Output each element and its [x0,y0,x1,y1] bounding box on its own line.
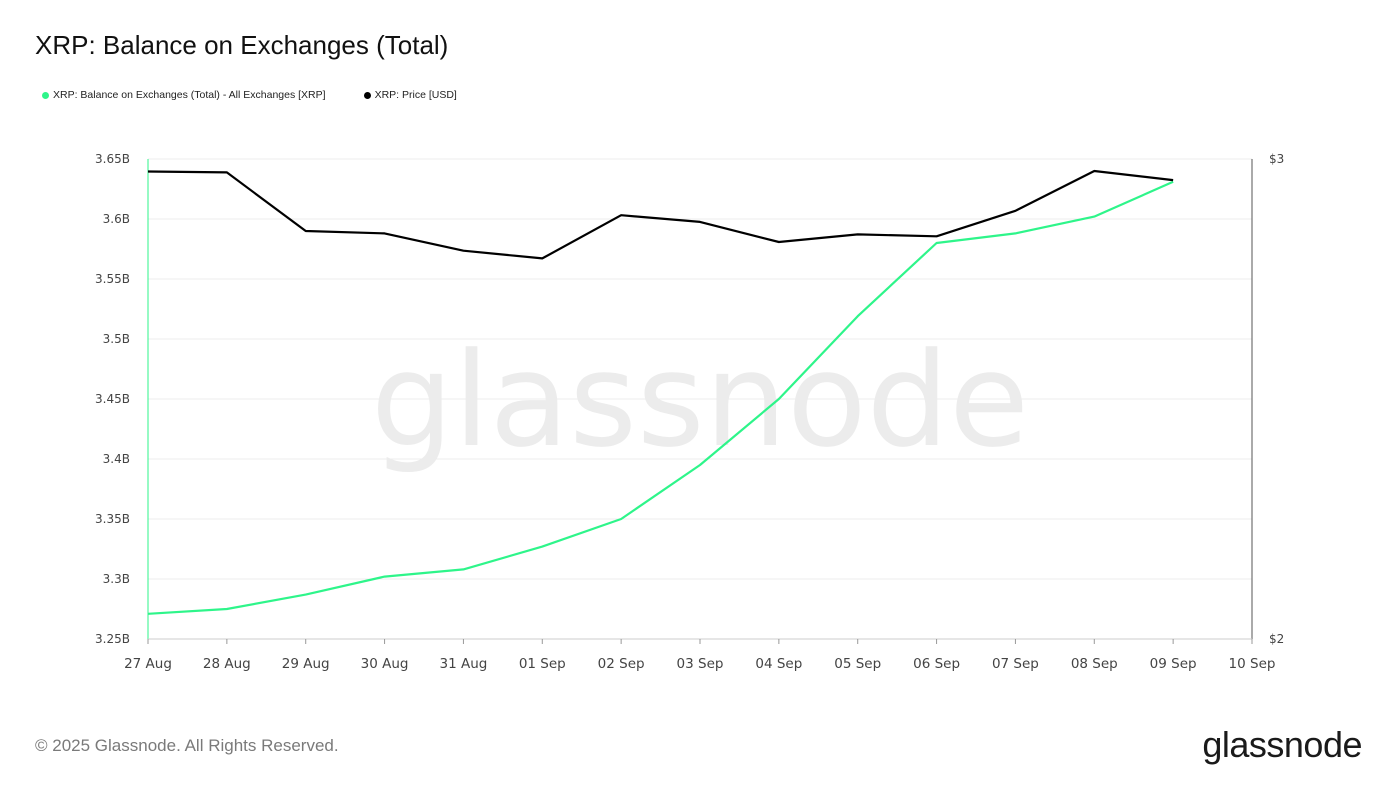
series-line-price [147,169,1174,260]
legend-item-price[interactable]: XRP: Price [USD] [363,89,457,101]
y-left-tick-label: 3.6B [103,212,130,226]
series-line-balance [147,180,1174,615]
legend-item-balance[interactable]: XRP: Balance on Exchanges (Total) - All … [42,89,326,101]
y-right-tick-label: $3 [1269,152,1284,166]
chart-title: XRP: Balance on Exchanges (Total) [35,30,449,60]
y-left-tick-label: 3.5B [103,332,130,346]
x-tick-label: 29 Aug [282,656,330,672]
chart-plot: glassnode 3.25B 3.3B 3.35B 3.4B 3.45B 3.5B 3.55… [95,152,1284,672]
glassnode-logo[interactable]: glassnode [1202,724,1362,765]
y-left-tick-label: 3.65B [95,152,130,166]
y-left-tick-label: 3.3B [103,572,130,586]
legend-dot-balance [42,91,49,99]
x-tick-label: 09 Sep [1150,656,1197,672]
x-tick-label: 08 Sep [1071,656,1118,672]
y-left-tick-label: 3.45B [95,392,130,406]
y-left-tick-label: 3.35B [95,512,130,526]
x-tick-label: 04 Sep [755,656,802,672]
y-left-tick-label: 3.4B [103,452,130,466]
x-tick-label: 02 Sep [598,656,645,672]
x-tick-label: 31 Aug [440,656,488,672]
x-tick-label: 28 Aug [203,656,251,672]
x-tick-label: 27 Aug [124,656,172,672]
x-tick-label: 07 Sep [992,656,1039,672]
x-tick-label: 10 Sep [1229,656,1276,672]
x-tick-label: 03 Sep [677,656,724,672]
chart-legend: XRP: Balance on Exchanges (Total) - All … [42,89,495,101]
legend-label-balance: XRP: Balance on Exchanges (Total) - All … [53,89,326,101]
y-left-tick-label: 3.55B [95,272,130,286]
legend-label-price: XRP: Price [USD] [374,89,457,101]
x-tick-label: 30 Aug [361,656,409,672]
watermark-text: glassnode [371,324,1029,476]
x-tick-label: 05 Sep [834,656,881,672]
y-left-tick-label: 3.25B [95,632,130,646]
y-right-tick-label: $2 [1269,632,1284,646]
legend-dot-price [363,91,371,99]
copyright-text: © 2025 Glassnode. All Rights Reserved. [35,736,339,755]
x-tick-label: 06 Sep [913,656,960,672]
x-tick-label: 01 Sep [519,656,566,672]
